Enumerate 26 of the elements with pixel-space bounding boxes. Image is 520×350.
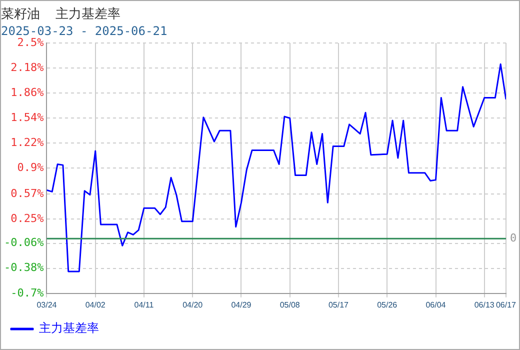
y-tick-label: 2.5%: [17, 36, 44, 49]
y-tick-label: 0.57%: [10, 186, 44, 200]
y-tick-label: -0.38%: [4, 261, 44, 274]
x-tick-label: 04/20: [182, 300, 204, 310]
x-tick-label: 03/24: [36, 300, 58, 310]
x-tick-label: 04/02: [85, 300, 106, 310]
x-tick-label: 05/17: [328, 300, 350, 310]
x-tick-label: 04/11: [134, 300, 154, 310]
x-tick-label: 04/29: [231, 300, 252, 310]
y-tick-label: 2.18%: [10, 60, 44, 74]
x-tick-label: 05/08: [280, 300, 300, 310]
y-tick-label: 1.86%: [10, 86, 44, 99]
y-tick-label: -0.06%: [4, 236, 44, 250]
ref-line-label: 0: [510, 231, 517, 244]
chart-title: 菜籽油 主力基差率: [1, 6, 121, 22]
x-tick-label: 05/26: [377, 300, 398, 310]
y-tick-label: -0.7%: [10, 286, 44, 300]
x-tick-label: 06/13: [474, 300, 495, 310]
x-tick-label: 06/04: [426, 300, 446, 310]
y-tick-label: 1.54%: [10, 110, 44, 124]
legend-label: 主力基差率: [39, 321, 99, 336]
y-tick-label: 1.22%: [10, 136, 44, 150]
y-tick-label: 0.9%: [17, 161, 44, 174]
chart-subtitle: 2025-03-23 - 2025-06-21: [1, 24, 168, 38]
y-tick-label: 0.25%: [10, 212, 44, 225]
x-tick-label: 06/17: [496, 300, 517, 310]
